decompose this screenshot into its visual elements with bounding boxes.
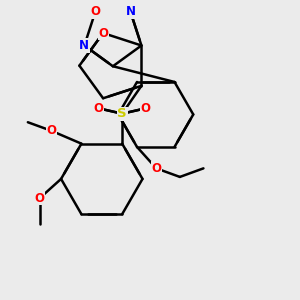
Text: O: O — [34, 192, 45, 205]
Text: N: N — [80, 39, 89, 52]
Text: S: S — [117, 107, 127, 120]
Text: O: O — [94, 102, 103, 115]
Text: N: N — [125, 5, 136, 19]
Text: O: O — [141, 102, 151, 115]
Text: O: O — [98, 27, 108, 40]
Text: O: O — [90, 5, 100, 19]
Text: O: O — [151, 162, 161, 175]
Text: O: O — [46, 124, 56, 137]
